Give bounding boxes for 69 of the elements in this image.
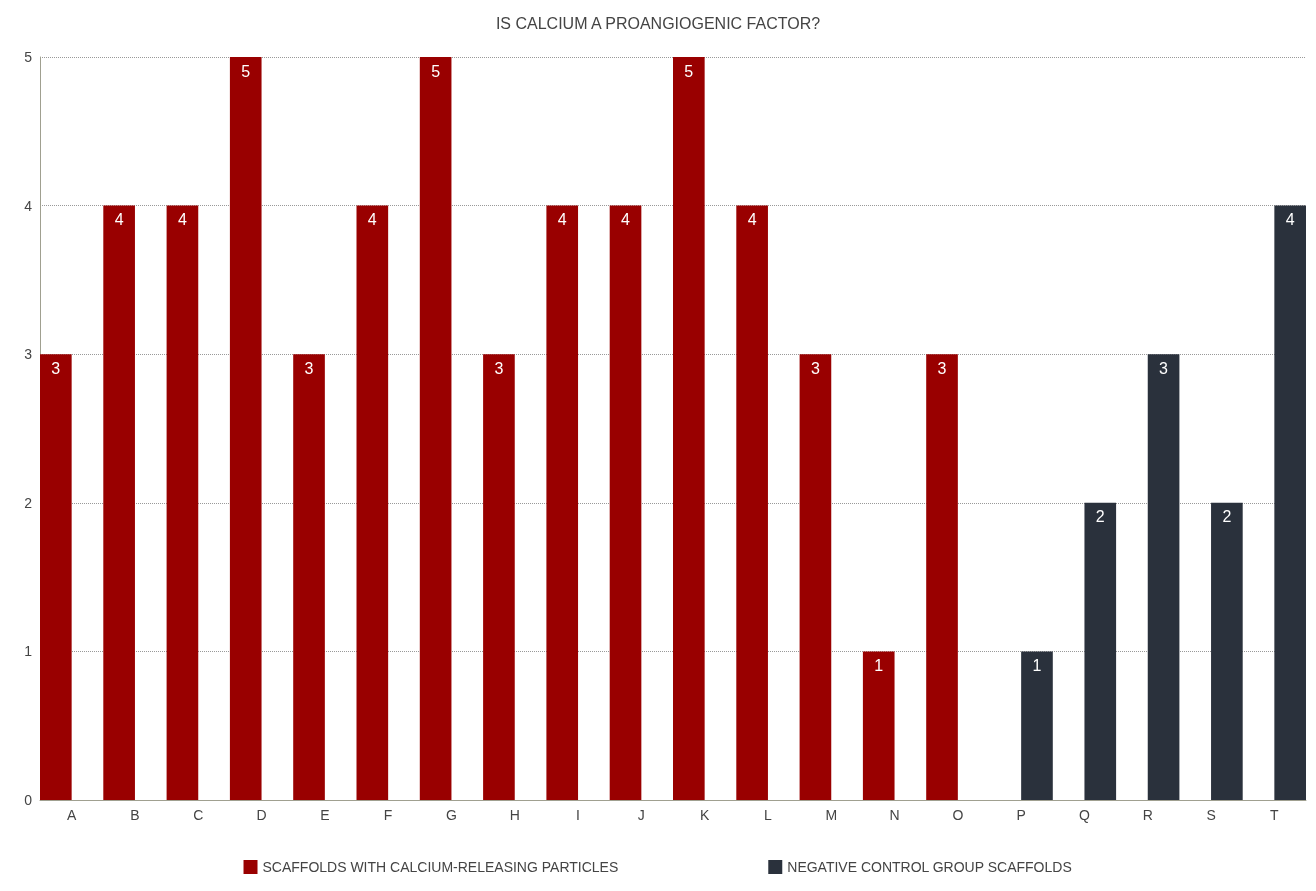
y-tick-label: 3 [24, 346, 33, 363]
bar [229, 57, 262, 800]
data-label: 2 [1095, 508, 1105, 526]
x-tick-label: E [320, 807, 330, 823]
y-tick-label: 5 [24, 49, 33, 65]
x-tick-label: S [1206, 807, 1216, 823]
x-tick-label: Q [1079, 807, 1090, 823]
bar [1084, 502, 1117, 800]
chart-title: IS CALCIUM A PROANGIOGENIC FACTOR? [495, 14, 821, 32]
data-label: 4 [177, 211, 187, 229]
data-label: 3 [937, 359, 947, 377]
x-tick-label: K [699, 807, 710, 823]
bar [609, 205, 642, 800]
data-label: 3 [494, 359, 504, 377]
x-tick-label: I [576, 807, 580, 823]
bar [1021, 651, 1053, 800]
y-tick-label: 4 [24, 197, 33, 214]
y-tick-label: 2 [24, 494, 33, 511]
bar [293, 354, 325, 800]
bar [1274, 205, 1306, 800]
bar [166, 205, 199, 800]
bar [103, 205, 135, 800]
x-tick-label: H [509, 807, 520, 823]
x-tick-label: G [446, 807, 457, 823]
bar [1147, 354, 1180, 800]
data-label: 1 [874, 656, 884, 674]
data-label: 4 [1285, 211, 1295, 229]
bar [673, 57, 705, 800]
bar [546, 205, 579, 800]
y-tick-label: 0 [24, 792, 33, 808]
x-tick-label: R [1142, 807, 1153, 823]
data-label: 3 [304, 359, 314, 377]
x-tick-label: N [889, 807, 900, 823]
data-label: 5 [684, 62, 694, 80]
bar [736, 205, 768, 800]
bar [1211, 502, 1243, 800]
bar [926, 354, 958, 800]
data-label: 2 [1222, 508, 1232, 526]
data-label: 3 [810, 359, 820, 377]
data-label: 4 [747, 211, 757, 229]
bar [356, 205, 389, 800]
bar [419, 57, 452, 800]
bar [483, 354, 515, 800]
legend-label: SCAFFOLDS WITH CALCIUM-RELEASING PARTICLES [262, 859, 619, 875]
bar [799, 354, 832, 800]
x-tick-label: O [952, 807, 964, 823]
x-tick-label: C [193, 807, 204, 823]
legend-label: NEGATIVE CONTROL GROUP SCAFFOLDS [787, 859, 1072, 875]
x-tick-label: B [130, 807, 140, 823]
data-label: 3 [51, 359, 61, 377]
data-label: 1 [1032, 656, 1042, 674]
bar [862, 651, 895, 800]
data-label: 4 [367, 211, 377, 229]
x-tick-label: D [256, 807, 267, 823]
x-tick-label: L [764, 807, 773, 823]
x-tick-label: P [1016, 807, 1026, 823]
x-tick-label: A [66, 807, 77, 823]
x-tick-label: M [825, 807, 838, 823]
y-tick-label: 1 [24, 643, 33, 660]
x-tick-label: F [383, 807, 393, 823]
data-label: 4 [114, 211, 124, 229]
data-label: 4 [621, 211, 631, 229]
data-label: 3 [1159, 359, 1169, 377]
x-tick-label: T [1270, 807, 1280, 823]
bar [40, 354, 72, 800]
data-label: 5 [431, 62, 441, 80]
x-tick-label: J [637, 807, 645, 823]
data-label: 4 [557, 211, 567, 229]
data-label: 5 [241, 62, 251, 80]
